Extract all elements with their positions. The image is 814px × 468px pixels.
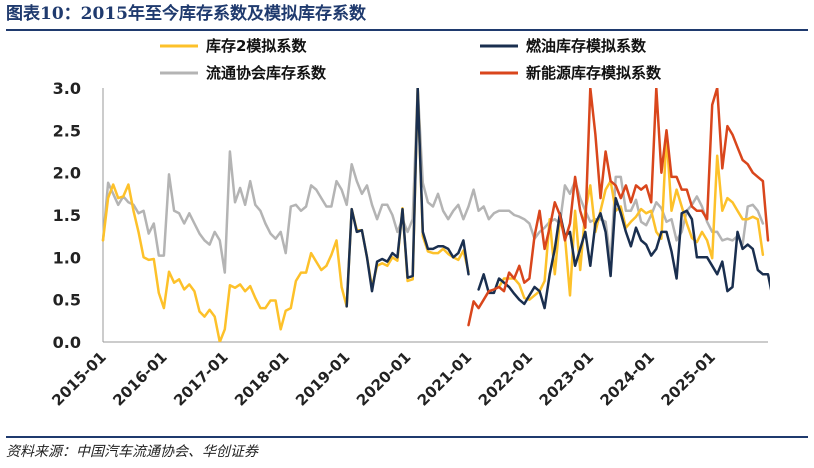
source-note: 资料来源：中国汽车流通协会、华创证券	[6, 444, 258, 460]
series-line-3	[101, 88, 765, 274]
y-tick-label: 2.5	[53, 121, 81, 140]
x-axis: 2015-01 2016-01 2017-01 2018-01 2019-01 2020-…	[48, 341, 768, 410]
series-line-2	[345, 88, 770, 310]
y-tick-label: 2.0	[53, 164, 81, 183]
y-tick-label: 0.0	[53, 333, 81, 352]
y-tick-label: 1.5	[53, 206, 81, 225]
x-tick-label: 2018-01	[231, 348, 292, 409]
y-tick-label: 3.0	[53, 79, 81, 98]
plot-area	[101, 88, 770, 342]
legend-label: 库存2模拟系数	[206, 37, 307, 55]
title-divider	[6, 29, 808, 31]
series-line-1	[101, 88, 765, 342]
x-tick-label: 2019-01	[292, 348, 353, 409]
legend-label: 新能源库存模拟系数	[526, 64, 662, 82]
y-axis: 0.0 0.5 1.0 1.5 2.0 2.5 3.0	[53, 79, 104, 352]
y-tick-label: 1.0	[53, 248, 81, 267]
x-tick-label: 2021-01	[414, 348, 475, 409]
x-tick-label: 2023-01	[536, 348, 597, 409]
x-tick-label: 2017-01	[170, 348, 231, 409]
x-tick-label: 2016-01	[109, 348, 170, 409]
source-divider	[6, 436, 808, 438]
series-line-4	[467, 88, 770, 327]
legend-label: 流通协会库存系数	[206, 64, 327, 82]
legend-label: 燃油库存模拟系数	[526, 37, 647, 55]
x-tick-label: 2024-01	[597, 348, 658, 409]
x-tick-label: 2020-01	[353, 348, 414, 409]
y-tick-label: 0.5	[53, 291, 81, 310]
x-tick-label: 2025-01	[658, 348, 719, 409]
x-tick-label: 2022-01	[475, 348, 536, 409]
figure-title: 图表10：2015年至今库存系数及模拟库存系数	[6, 4, 366, 24]
x-tick-label: 2015-01	[48, 348, 109, 409]
